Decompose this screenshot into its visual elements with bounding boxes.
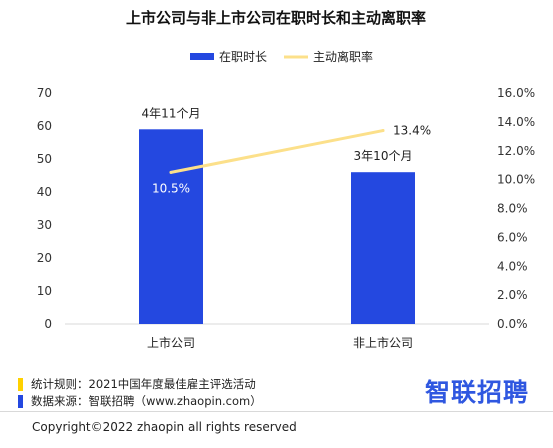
y-right-tick-label: 4.0%	[497, 259, 528, 273]
bar	[351, 172, 415, 324]
note-rules: 统计规则：2021中国年度最佳雇主评选活动	[18, 376, 256, 392]
copyright-text: Copyright©2022 zhaopin all rights reserv…	[32, 420, 297, 434]
y-right-tick-label: 8.0%	[497, 202, 528, 216]
line-path	[169, 129, 385, 174]
bar-data-label: 3年10个月	[354, 149, 413, 163]
bar-labels: 4年11个月 3年10个月	[142, 106, 413, 163]
legend: 在职时长 主动离职率	[190, 49, 373, 64]
y-left-tick-label: 0	[44, 317, 52, 331]
category-label: 上市公司	[147, 335, 195, 350]
y-right-tick-label: 0.0%	[497, 317, 528, 331]
line-data-label: 10.5%	[152, 181, 190, 195]
bar-data-label: 4年11个月	[142, 106, 201, 120]
line-series	[169, 129, 385, 174]
note-source-text: 数据来源：智联招聘（www.zhaopin.com）	[31, 394, 262, 408]
y-right-tick-label: 14.0%	[497, 115, 535, 129]
note-rules-text: 统计规则：2021中国年度最佳雇主评选活动	[31, 377, 256, 391]
note-source: 数据来源：智联招聘（www.zhaopin.com）	[18, 393, 262, 409]
legend-line-label: 主动离职率	[313, 49, 373, 64]
y-right-tick-label: 6.0%	[497, 230, 528, 244]
y-right-tick-label: 12.0%	[497, 144, 535, 158]
y-left-ticks: 0 10 20 30 40 50 60 70	[37, 86, 52, 331]
y-left-tick-label: 20	[37, 251, 52, 265]
y-left-tick-label: 70	[37, 86, 52, 100]
y-left-tick-label: 40	[37, 185, 52, 199]
y-left-tick-label: 50	[37, 152, 52, 166]
y-right-tick-label: 16.0%	[497, 86, 535, 100]
line-labels: 10.5% 13.4%	[152, 124, 431, 196]
bars	[139, 129, 415, 324]
legend-bar-swatch	[190, 53, 214, 60]
bar	[139, 129, 203, 324]
note-source-swatch	[18, 394, 23, 408]
y-right-tick-label: 2.0%	[497, 288, 528, 302]
line-point	[381, 129, 385, 133]
chart-title: 上市公司与非上市公司在职时长和主动离职率	[126, 9, 426, 27]
category-label: 非上市公司	[353, 335, 413, 350]
zhaopin-logo: 智联招聘	[425, 378, 530, 407]
y-right-ticks: 0.0% 2.0% 4.0% 6.0% 8.0% 10.0% 12.0% 14.0% 16.0%	[497, 86, 535, 331]
category-labels: 上市公司 非上市公司	[147, 335, 413, 350]
combo-chart: 上市公司与非上市公司在职时长和主动离职率 在职时长 主动离职率 0 10 20 30 4…	[37, 9, 535, 350]
note-rules-swatch	[18, 377, 23, 391]
y-left-tick-label: 30	[37, 218, 52, 232]
line-point	[169, 170, 173, 174]
line-data-label: 13.4%	[393, 124, 431, 138]
y-left-tick-label: 60	[37, 119, 52, 133]
legend-bar-label: 在职时长	[219, 50, 267, 64]
copyright-bar: Copyright©2022 zhaopin all rights reserv…	[0, 411, 553, 448]
y-right-tick-label: 10.0%	[497, 173, 535, 187]
y-left-tick-label: 10	[37, 284, 52, 298]
